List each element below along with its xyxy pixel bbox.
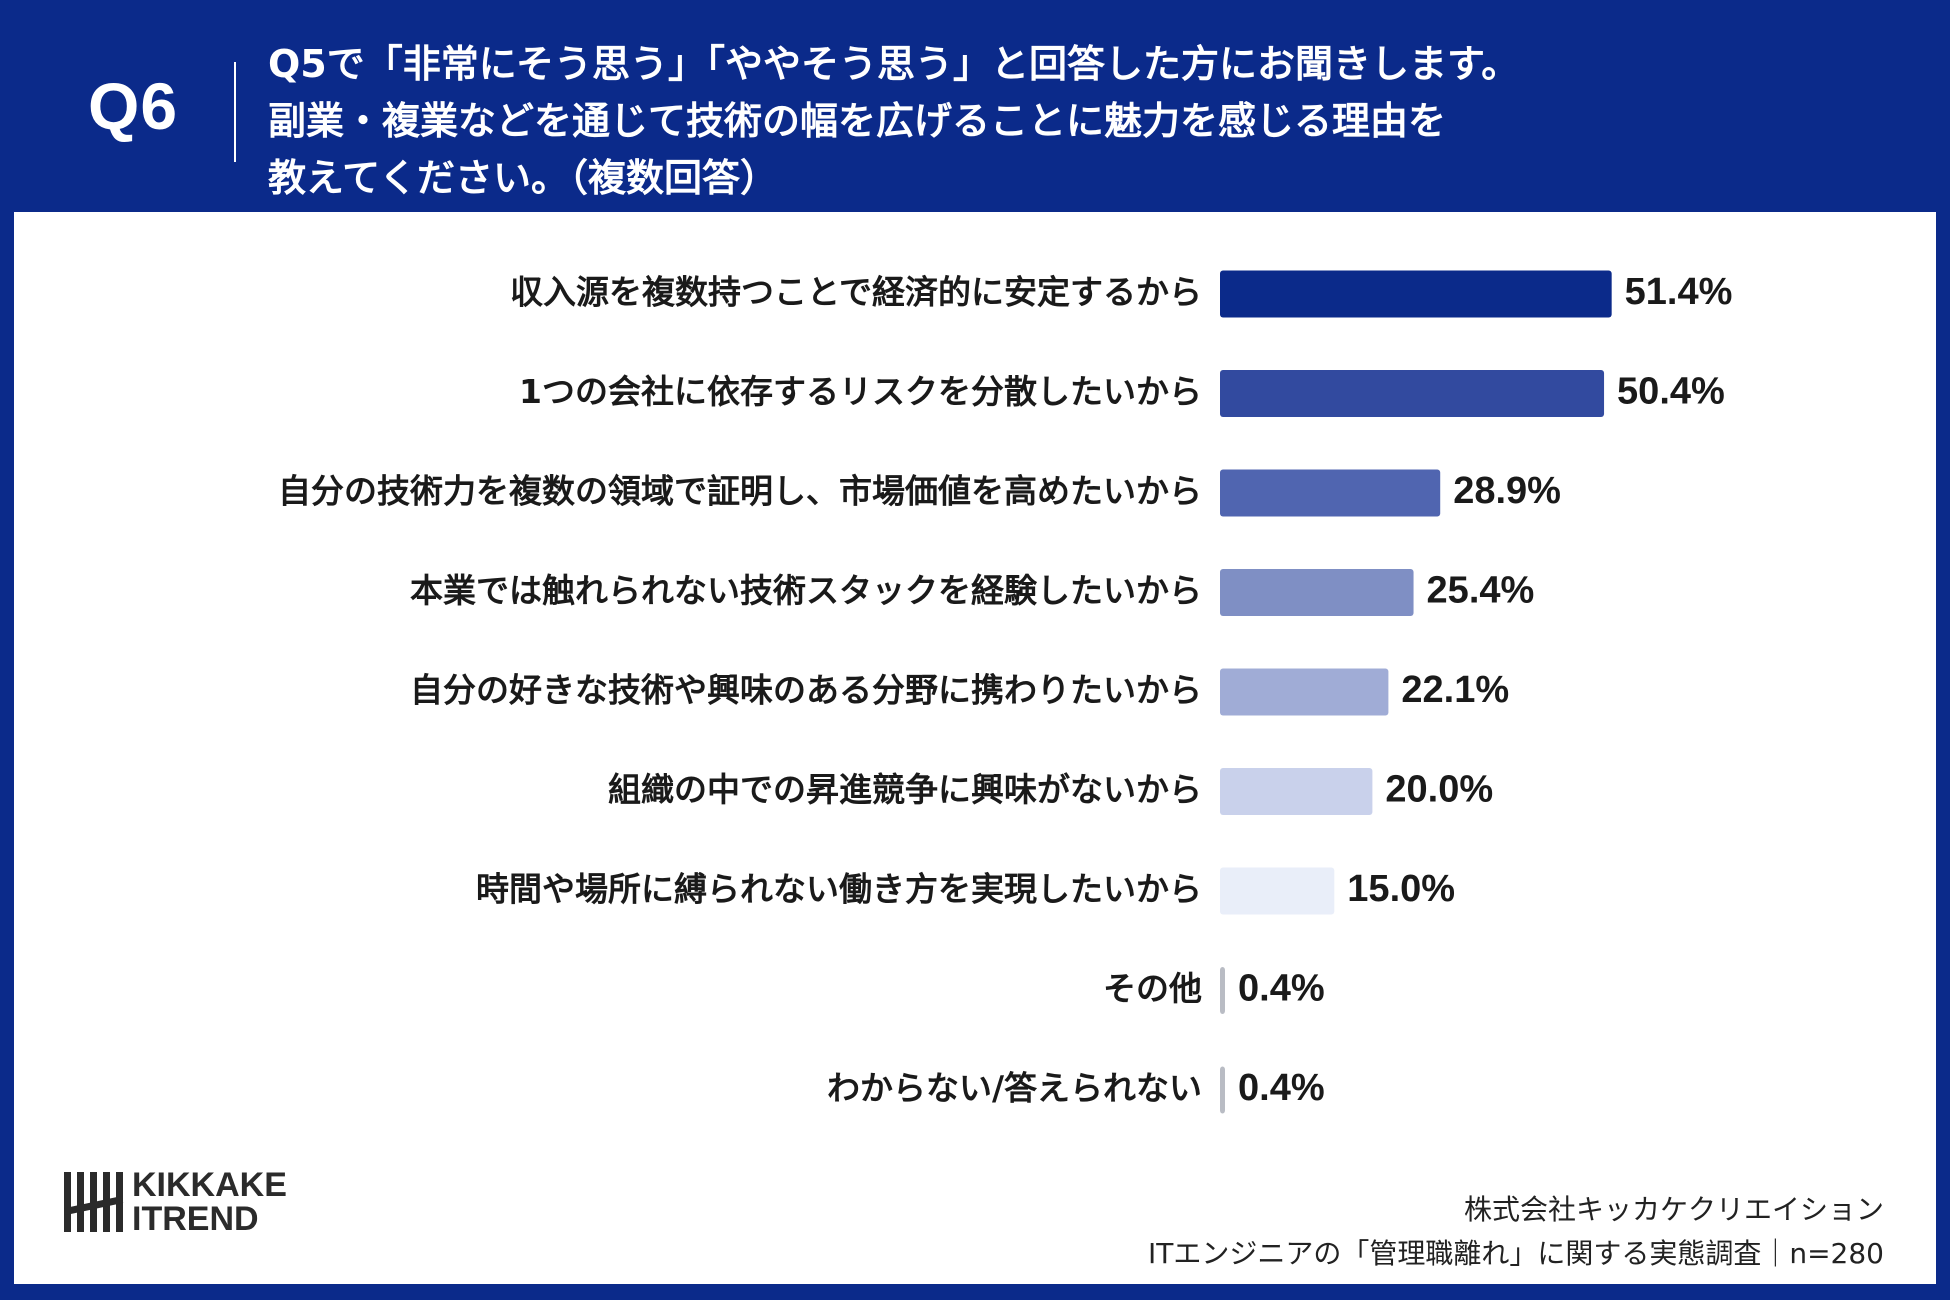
question-text: Q5で「非常にそう思う」「ややそう思う」と回答した方にお聞きします。 副業・複業… bbox=[268, 36, 1519, 207]
category-label: 組織の中での昇進競争に興味がないから bbox=[608, 770, 1202, 809]
header: Q6 Q5で「非常にそう思う」「ややそう思う」と回答した方にお聞きします。 副業… bbox=[0, 0, 1950, 212]
footer-survey: ITエンジニアの「管理職離れ」に関する実態調査｜n=280 bbox=[1147, 1237, 1884, 1270]
category-label: わからない/答えられない bbox=[827, 1069, 1202, 1108]
bar bbox=[1220, 867, 1335, 915]
kikkake-itrend-logo: KIKKAKE ITREND bbox=[64, 1168, 287, 1240]
bar bbox=[1220, 1066, 1225, 1114]
bar bbox=[1220, 967, 1225, 1014]
bar bbox=[1220, 370, 1605, 417]
logo-mark-icon bbox=[64, 1172, 124, 1232]
category-label: 1つの会社に依存するリスクを分散したいから bbox=[519, 372, 1202, 411]
question-line-1: Q5で「非常にそう思う」「ややそう思う」と回答した方にお聞きします。 bbox=[268, 42, 1520, 86]
value-label: 28.9% bbox=[1453, 470, 1561, 512]
bar bbox=[1220, 668, 1389, 716]
question-line-3: 教えてください。（複数回答） bbox=[268, 156, 778, 200]
category-label: 収入源を複数持つことで経済的に安定するから bbox=[510, 273, 1202, 312]
value-label: 15.0% bbox=[1347, 868, 1455, 910]
logo-line-2: ITREND bbox=[132, 1200, 259, 1238]
chart-panel: 収入源を複数持つことで経済的に安定するから 51.4% 1つの会社に依存するリスクを… bbox=[14, 212, 1936, 1284]
logo-line-1: KIKKAKE bbox=[132, 1166, 287, 1204]
category-label: その他 bbox=[1103, 969, 1202, 1008]
value-label: 51.4% bbox=[1625, 271, 1733, 313]
value-label: 0.4% bbox=[1238, 1067, 1325, 1109]
category-label: 自分の技術力を複数の領域で証明し、市場価値を高めたいから bbox=[278, 472, 1202, 511]
category-label: 時間や場所に縛られない働き方を実現したいから bbox=[476, 870, 1202, 909]
footer-company: 株式会社キッカケクリエイション bbox=[1463, 1193, 1884, 1226]
category-label: 自分の好きな技術や興味のある分野に携わりたいから bbox=[410, 671, 1202, 710]
bar-chart: 収入源を複数持つことで経済的に安定するから 51.4% 1つの会社に依存するリスクを… bbox=[278, 270, 1733, 1114]
bar bbox=[1220, 569, 1414, 616]
value-label: 25.4% bbox=[1427, 570, 1535, 612]
footer: 株式会社キッカケクリエイション ITエンジニアの「管理職離れ」に関する実態調査｜… bbox=[1148, 1188, 1884, 1276]
value-label: 20.0% bbox=[1385, 769, 1493, 811]
value-label: 0.4% bbox=[1238, 968, 1325, 1010]
bar bbox=[1220, 469, 1441, 517]
value-label: 22.1% bbox=[1401, 669, 1509, 711]
logo-text: KIKKAKE ITREND bbox=[132, 1168, 287, 1236]
bar bbox=[1220, 768, 1373, 815]
category-label: 本業では触れられない技術スタックを経験したいから bbox=[410, 571, 1202, 610]
header-divider bbox=[234, 62, 236, 162]
question-number: Q6 bbox=[88, 69, 179, 143]
value-label: 50.4% bbox=[1617, 371, 1725, 413]
question-line-2: 副業・複業などを通じて技術の幅を広げることに魅力を感じる理由を bbox=[268, 99, 1447, 143]
bar bbox=[1220, 270, 1612, 318]
